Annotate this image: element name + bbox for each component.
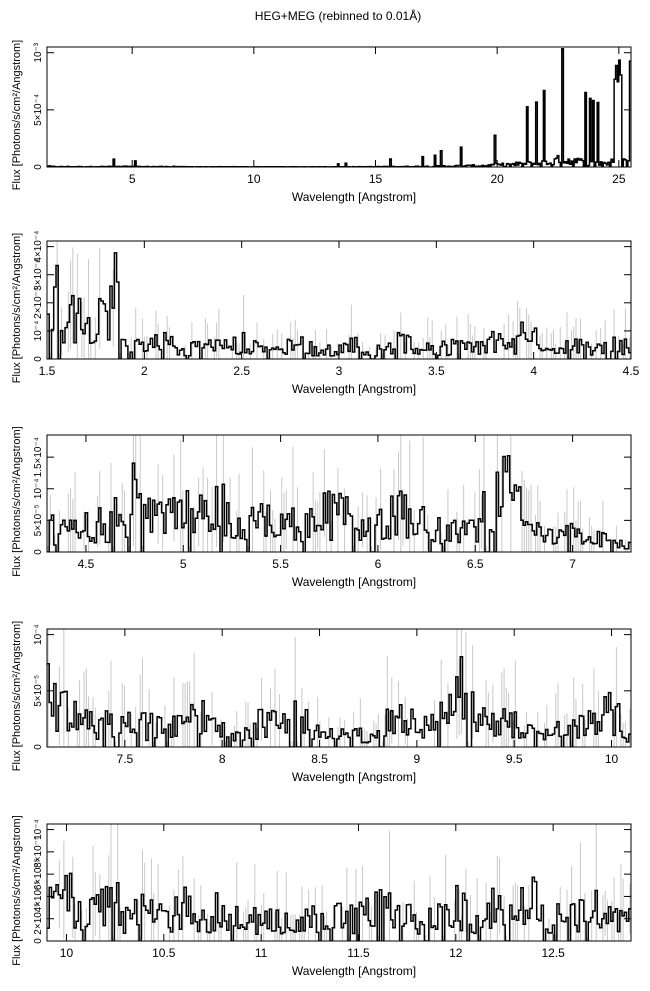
spectrum-data-group <box>47 48 631 167</box>
spectrum-histogram <box>47 655 631 747</box>
spectrum-histogram <box>47 455 631 552</box>
x-tick-label: 3 <box>336 364 343 378</box>
y-axis-title: Flux [Photons/s/cm²/Angstrom] <box>11 233 23 383</box>
plot-frame <box>46 823 632 942</box>
x-tick-label: 4 <box>530 364 537 378</box>
error-bars <box>47 629 631 747</box>
x-axis-title: Wavelength [Angstrom] <box>292 770 416 784</box>
y-axis-title: Flux [Photons/s/cm²/Angstrom] <box>11 426 23 576</box>
error-bars <box>49 241 631 359</box>
x-tick-label: 10 <box>60 946 74 960</box>
y-axis-title: Flux [Photons/s/cm²/Angstrom] <box>11 815 23 965</box>
figure-title: HEG+MEG (rebinned to 0.01Å) <box>254 9 422 23</box>
x-tick-label: 2.5 <box>233 364 250 378</box>
y-tick-label: 4×10⁻⁵ <box>33 880 44 912</box>
x-tick-label: 2 <box>141 364 148 378</box>
x-tick-label: 5 <box>180 557 187 571</box>
y-tick-label: 3×10⁻⁴ <box>33 259 44 291</box>
x-tick-label: 6.5 <box>467 557 484 571</box>
y-tick-label: 1.5×10⁻⁴ <box>33 437 44 477</box>
spectrum-data-group <box>47 241 631 359</box>
x-tick-label: 8 <box>219 752 226 766</box>
x-tick-label: 9.5 <box>506 752 523 766</box>
x-tick-label: 6 <box>375 557 382 571</box>
x-axis-title: Wavelength [Angstrom] <box>292 964 416 978</box>
x-tick-label: 11 <box>255 946 268 960</box>
x-tick-label: 3.5 <box>428 364 445 378</box>
x-tick-label: 7.5 <box>117 752 134 766</box>
plot-frame <box>46 628 632 748</box>
x-tick-label: 10.5 <box>152 946 176 960</box>
y-axis-title: Flux [Photons/s/cm²/Angstrom] <box>11 40 23 190</box>
spectrum-panel-2: 1.5 2 2.5 3 3.5 4 4.5 0 10⁻⁴ 2×10⁻⁴3×10⁻⁴4×10⁻⁴ Wa… <box>11 231 640 396</box>
spectrum-histogram <box>47 872 631 941</box>
y-tick-label: 5×10⁻⁴ <box>33 94 44 126</box>
y-tick-label: 5×10⁻⁵ <box>33 675 44 707</box>
spectrum-panel-5: 10 10.5 11 11.5 12 12.5 0 2×10⁻⁵4×10⁻⁵6×10⁻⁵8×1… <box>11 815 632 978</box>
y-tick-label: 4×10⁻⁴ <box>33 231 44 263</box>
x-tick-label: 20 <box>490 172 504 186</box>
x-tick-label: 10 <box>247 172 261 186</box>
plot-frame <box>46 46 632 168</box>
spectrum-panel-1: 5 10 15 20 25 0 5×10⁻⁴ 10⁻³ Wavelength [Angstrom… <box>11 40 632 204</box>
x-tick-label: 1.5 <box>39 364 56 378</box>
x-tick-label: 12.5 <box>541 946 565 960</box>
y-tick-label: 8×10⁻⁵ <box>33 836 44 868</box>
x-tick-label: 25 <box>612 172 626 186</box>
y-tick-label: 0 <box>33 938 44 944</box>
x-tick-label: 10 <box>605 752 619 766</box>
y-tick-label: 2×10⁻⁴ <box>33 287 44 319</box>
y-tick-label: 5×10⁻⁵ <box>33 504 44 536</box>
y-tick-label: 10⁻⁴ <box>33 819 44 840</box>
y-tick-label: 2×10⁻⁵ <box>33 903 44 935</box>
y-axis-title: Flux [Photons/s/cm²/Angstrom] <box>11 621 23 771</box>
x-axis-title: Wavelength [Angstrom] <box>292 575 416 589</box>
spectrum-data-group <box>47 629 631 747</box>
spectrum-panel-3: 4.5 5 5.5 6 6.5 7 0 5×10⁻⁵ 10⁻⁴1.5×10⁻⁴ Wavelengt… <box>11 426 632 589</box>
x-tick-label: 11.5 <box>347 946 370 960</box>
x-tick-label: 12 <box>449 946 463 960</box>
x-tick-label: 15 <box>369 172 383 186</box>
x-tick-label: 4.5 <box>623 364 640 378</box>
x-tick-label: 7 <box>569 557 576 571</box>
y-tick-label: 0 <box>33 549 44 555</box>
y-tick-label: 10⁻⁴ <box>33 478 44 499</box>
y-tick-label: 10⁻⁴ <box>33 321 44 342</box>
error-bars <box>58 824 631 941</box>
x-tick-label: 5.5 <box>272 557 289 571</box>
x-tick-label: 5 <box>129 172 136 186</box>
y-tick-label: 10⁻⁴ <box>33 624 44 645</box>
y-tick-label: 0 <box>33 356 44 362</box>
y-tick-label: 0 <box>33 744 44 750</box>
y-tick-label: 6×10⁻⁵ <box>33 858 44 890</box>
x-tick-label: 9 <box>414 752 421 766</box>
x-axis-title: Wavelength [Angstrom] <box>292 190 416 204</box>
spectrum-panel-4: 7.5 8 8.5 9 9.5 10 0 5×10⁻⁵ 10⁻⁴ Wavelength [Angs… <box>11 621 632 784</box>
x-tick-label: 4.5 <box>78 557 95 571</box>
spectrum-histogram <box>47 48 631 167</box>
y-tick-label: 0 <box>33 164 44 170</box>
x-tick-label: 8.5 <box>311 752 328 766</box>
spectrum-data-group <box>47 824 631 941</box>
spectrum-histogram <box>47 252 631 359</box>
plot-frame <box>46 434 632 553</box>
y-tick-label: 10⁻³ <box>33 42 44 62</box>
x-axis-title: Wavelength [Angstrom] <box>292 382 416 396</box>
spectrum-data-group <box>47 435 631 552</box>
